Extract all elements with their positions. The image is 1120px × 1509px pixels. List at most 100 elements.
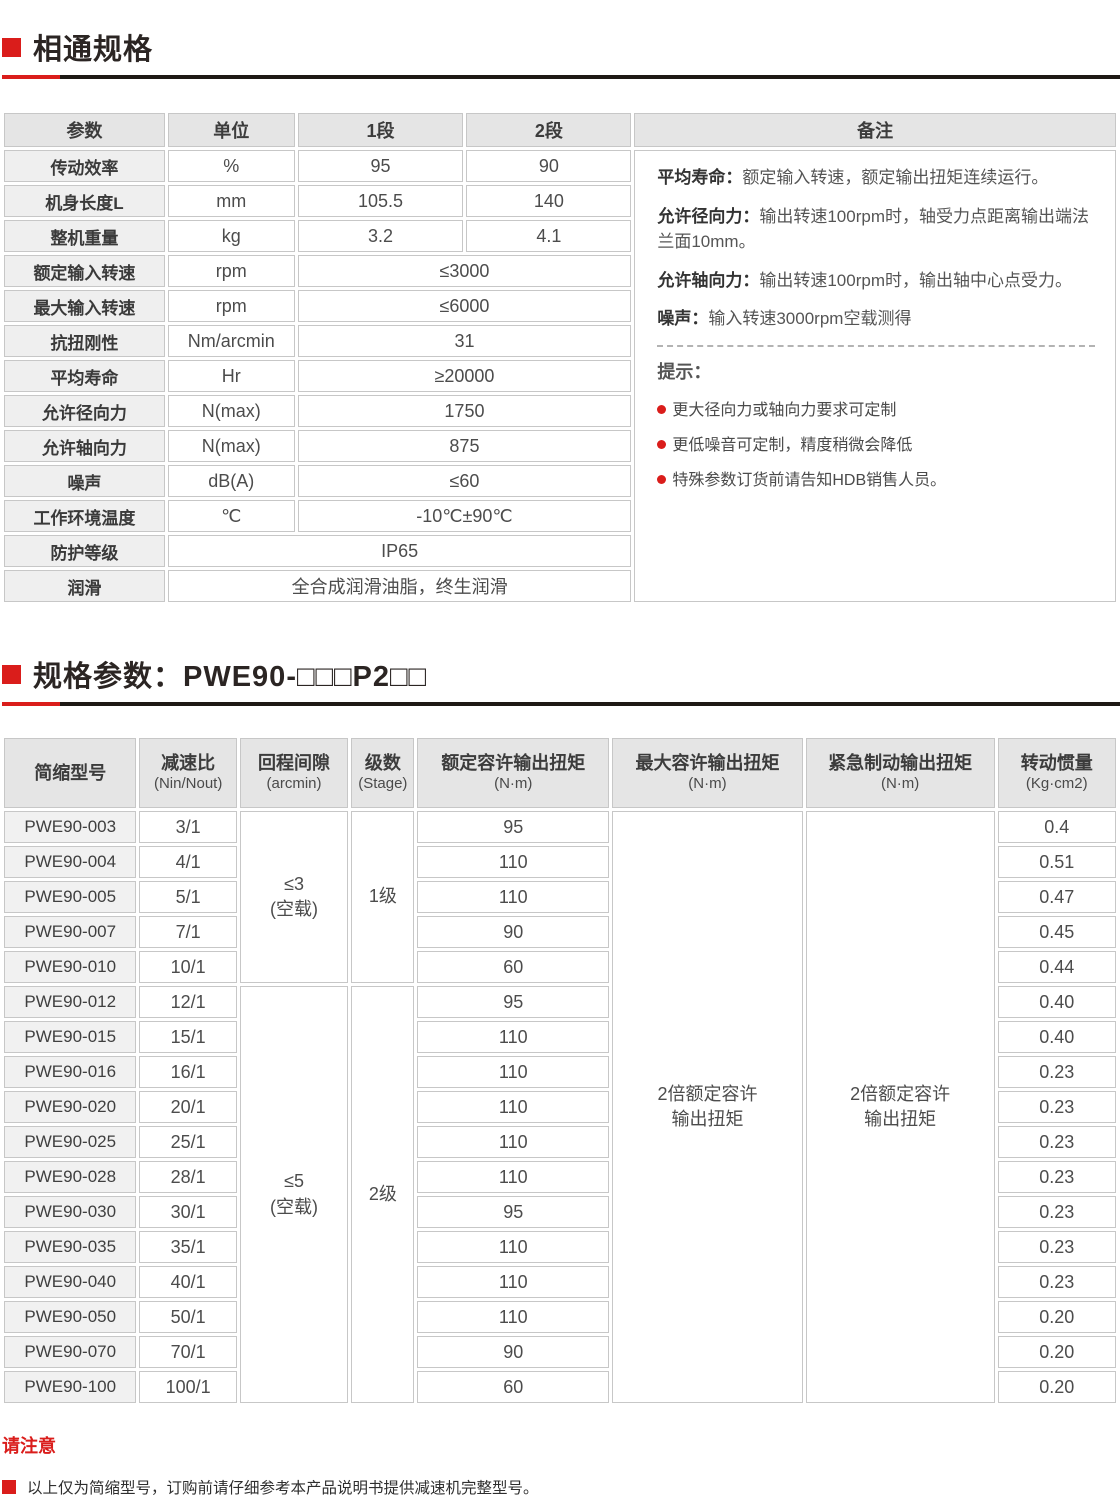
row-unit: Hr — [167, 360, 295, 392]
section-marker-icon — [2, 37, 21, 57]
row-value-stage2: 4.1 — [466, 220, 632, 252]
table-row: 传动效率 % 95 90 平均寿命：额定输入转速，额定输出扭矩连续运行。 允许径… — [4, 150, 1116, 602]
row-unit: N(max) — [167, 395, 295, 427]
rated-torque-cell: 90 — [417, 916, 610, 948]
table-row: 工作环境温度 ℃ -10℃±90℃ — [4, 500, 1116, 532]
col-header-stage: 级数 (Stage) — [351, 738, 415, 808]
table-header-row: 简缩型号 减速比 (Nin/Nout) 回程间隙 (arcmin) 级数 (Stage… — [4, 738, 1116, 808]
table-row: PWE90-004 4/1 110 0.51 — [4, 846, 1116, 878]
col-header-stage2: 2段 — [466, 113, 632, 147]
table-row: PWE90-025 25/1 110 0.23 — [4, 1126, 1116, 1158]
ratio-cell: 3/1 — [139, 811, 237, 843]
row-label: 额定输入转速 — [4, 255, 165, 287]
inertia-cell: 0.23 — [997, 1091, 1116, 1123]
bullet-dot-icon — [657, 405, 667, 414]
section1-header: 相通规格 — [0, 26, 1120, 79]
col-header-unit: 单位 — [167, 113, 295, 147]
row-value: IP65 — [167, 535, 632, 567]
max-torque-merged-cell: 2倍额定容许 输出扭矩 — [612, 811, 803, 1403]
table-row: PWE90-070 70/1 90 0.20 — [4, 1336, 1116, 1368]
inertia-cell: 0.23 — [997, 1126, 1116, 1158]
row-value: ≤6000 — [297, 290, 632, 322]
row-label: 工作环境温度 — [4, 500, 165, 532]
section1-title: 相通规格 — [33, 34, 154, 66]
model-cell: PWE90-010 — [4, 951, 137, 983]
bullet-dot-icon — [657, 440, 667, 449]
row-value: 全合成润滑油脂，终生润滑 — [167, 570, 632, 602]
row-unit: mm — [167, 185, 295, 217]
section1-title-row: 相通规格 — [2, 26, 1120, 68]
rated-torque-cell: 110 — [417, 1056, 610, 1088]
remark-cell: 平均寿命：额定输入转速，额定输出扭矩连续运行。 允许径向力：输出转速100rpm… — [634, 150, 1116, 602]
tip-item: 特殊参数订货前请告知HDB销售人员。 — [657, 469, 1095, 493]
row-value: ≤3000 — [297, 255, 632, 287]
notice-title: 请注意 — [2, 1436, 56, 1456]
row-value-stage1: 105.5 — [297, 185, 464, 217]
table-row: 润滑 全合成润滑油脂，终生润滑 — [4, 570, 1116, 602]
table-row: 防护等级 IP65 — [4, 535, 1116, 567]
rated-torque-cell: 110 — [417, 846, 610, 878]
table-row: 最大输入转速 rpm ≤6000 — [4, 290, 1116, 322]
table-row: PWE90-003 3/1 ≤3 (空载) 1级 95 2倍额定容许 输出扭矩 2倍… — [4, 811, 1116, 1403]
row-label: 传动效率 — [4, 150, 165, 182]
model-cell: PWE90-015 — [4, 1021, 137, 1053]
rated-torque-cell: 110 — [417, 1126, 610, 1158]
table-row: PWE90-010 10/1 60 0.44 — [4, 951, 1116, 983]
table-row: 机身长度L mm 105.5 140 — [4, 185, 1116, 217]
row-label: 允许轴向力 — [4, 430, 165, 462]
backlash-group1-cell: ≤3 (空载) — [239, 811, 349, 983]
rated-torque-cell: 95 — [417, 1196, 610, 1228]
row-label: 平均寿命 — [4, 360, 165, 392]
tips-title: 提示： — [657, 361, 712, 382]
inertia-cell: 0.20 — [997, 1336, 1116, 1368]
inertia-cell: 0.4 — [997, 811, 1116, 843]
section2-title-rule — [2, 702, 1120, 706]
inertia-cell: 0.20 — [997, 1371, 1116, 1403]
inertia-cell: 0.45 — [997, 916, 1116, 948]
section1-title-rule — [2, 75, 1120, 79]
ratio-cell: 50/1 — [139, 1301, 237, 1333]
col-header-ratio: 减速比 (Nin/Nout) — [139, 738, 237, 808]
inertia-cell: 0.20 — [997, 1301, 1116, 1333]
row-unit: N(max) — [167, 430, 295, 462]
ratio-cell: 100/1 — [139, 1371, 237, 1403]
model-cell: PWE90-040 — [4, 1266, 137, 1298]
ratio-cell: 10/1 — [139, 951, 237, 983]
inertia-cell: 0.23 — [997, 1266, 1116, 1298]
col-header-inertia: 转动惯量 (Kg·cm2) — [997, 738, 1116, 808]
col-header-param: 参数 — [4, 113, 165, 147]
tip-item: 更低噪音可定制，精度稍微会降低 — [657, 434, 1095, 458]
model-cell: PWE90-070 — [4, 1336, 137, 1368]
footer-notices: 请注意 以上仅为简缩型号，订购前请仔细参考本产品说明书提供减速机完整型号。 本机… — [0, 1432, 1120, 1509]
stage-group1-cell: 1级 — [351, 811, 415, 983]
ratio-cell: 30/1 — [139, 1196, 237, 1228]
model-cell: PWE90-020 — [4, 1091, 137, 1123]
row-value: -10℃±90℃ — [297, 500, 632, 532]
table-row: PWE90-035 35/1 110 0.23 — [4, 1231, 1116, 1263]
rated-torque-cell: 110 — [417, 881, 610, 913]
model-cell: PWE90-005 — [4, 881, 137, 913]
model-cell: PWE90-003 — [4, 811, 137, 843]
section-marker-icon — [2, 664, 21, 684]
row-unit: Nm/arcmin — [167, 325, 295, 357]
row-label: 润滑 — [4, 570, 165, 602]
inertia-cell: 0.23 — [997, 1196, 1116, 1228]
tip-item: 更大径向力或轴向力要求可定制 — [657, 399, 1095, 423]
model-cell: PWE90-004 — [4, 846, 137, 878]
model-cell: PWE90-030 — [4, 1196, 137, 1228]
ratio-cell: 25/1 — [139, 1126, 237, 1158]
rated-torque-cell: 95 — [417, 986, 610, 1018]
col-header-stage1: 1段 — [297, 113, 464, 147]
row-unit: ℃ — [167, 500, 295, 532]
inertia-cell: 0.51 — [997, 846, 1116, 878]
table-header-row: 参数 单位 1段 2段 备注 — [4, 113, 1116, 147]
row-label: 整机重量 — [4, 220, 165, 252]
table-row: 整机重量 kg 3.2 4.1 — [4, 220, 1116, 252]
remark-paragraph: 噪声：输入转速3000rpm空载测得 — [657, 309, 912, 328]
row-value: ≤60 — [297, 465, 632, 497]
row-label: 抗扭刚性 — [4, 325, 165, 357]
rated-torque-cell: 110 — [417, 1231, 610, 1263]
inertia-cell: 0.47 — [997, 881, 1116, 913]
rated-torque-cell: 60 — [417, 951, 610, 983]
row-value: 1750 — [297, 395, 632, 427]
